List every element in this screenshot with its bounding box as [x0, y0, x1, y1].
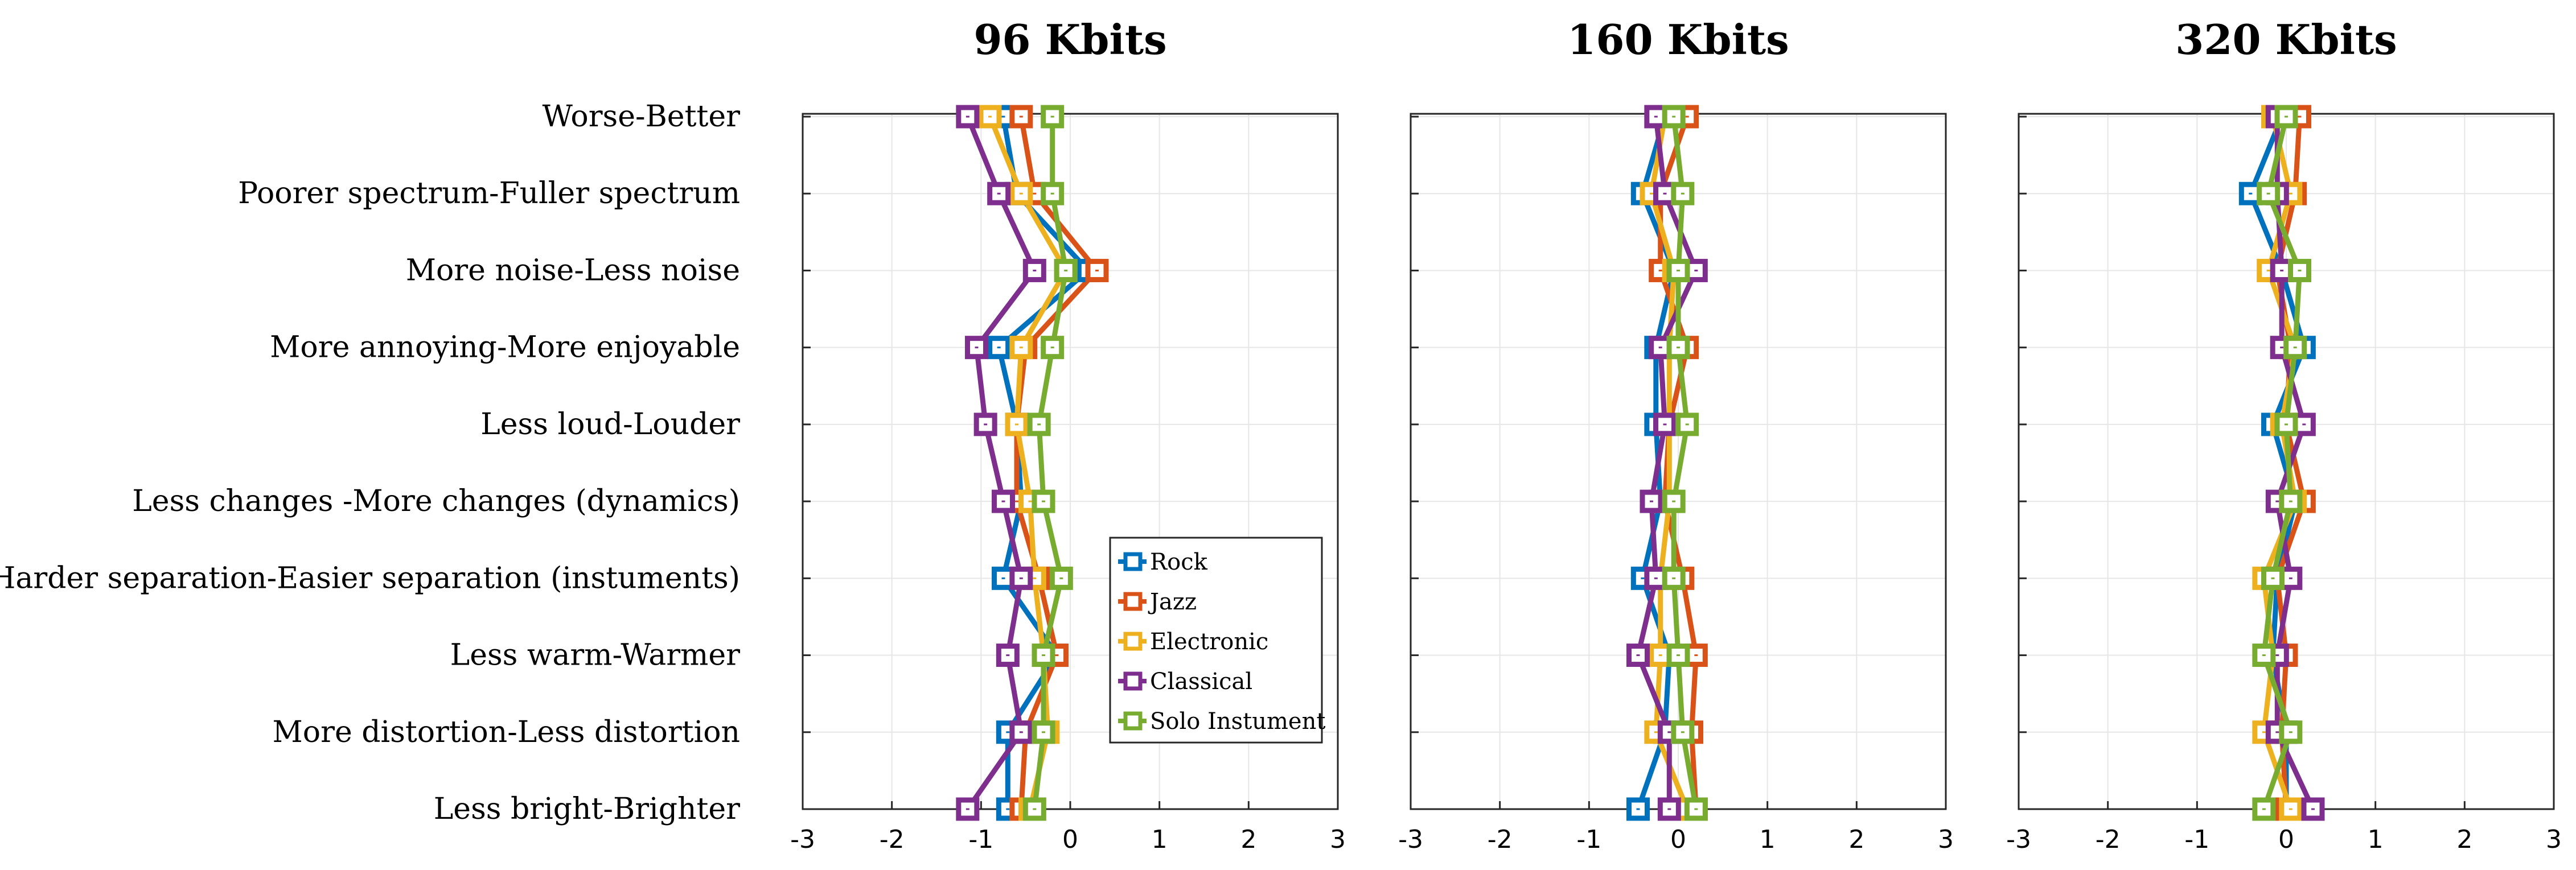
legend-label: Jazz — [1148, 589, 1197, 615]
marker-classical — [1653, 413, 1677, 436]
x-tick-label: 3 — [2546, 825, 2562, 854]
x-tick-label: 2 — [2456, 825, 2472, 854]
y-tick-label-poorer-spectrum-fuller-spectrum: Poorer spectrum-Fuller spectrum — [238, 176, 740, 211]
legend-item-classical: Classical — [1118, 669, 1252, 695]
marker-solo-instument — [1684, 797, 1708, 821]
legend-marker — [1123, 711, 1143, 731]
x-tick-label: -2 — [1488, 825, 1513, 854]
series-line-solo-instument — [1671, 116, 1699, 810]
x-tick-label: -3 — [1398, 825, 1423, 854]
marker-solo-instument — [2252, 797, 2276, 821]
x-tick-label: 1 — [1760, 825, 1776, 854]
x-tick-label: 1 — [2368, 825, 2384, 854]
marker-classical — [1009, 566, 1033, 590]
marker-classical — [1009, 720, 1033, 744]
legend-item-jazz: Jazz — [1118, 589, 1197, 615]
x-tick-label: -1 — [968, 825, 993, 854]
x-tick-label: -3 — [2006, 825, 2031, 854]
series-line-solo-instument — [1032, 117, 1069, 810]
y-tick-label-more-distortion-less-distortion: More distortion-Less distortion — [273, 715, 740, 749]
legend-marker — [1123, 671, 1143, 691]
y-tick-label-worse-better: Worse-Better — [542, 100, 740, 134]
legend-label: Classical — [1150, 669, 1252, 695]
x-tick-label: 1 — [1152, 825, 1168, 854]
x-tick-label: -1 — [1576, 825, 1601, 854]
y-tick-label-less-loud-louder: Less loud-Louder — [480, 407, 740, 442]
y-tick-label-less-warm-warmer: Less warm-Warmer — [450, 638, 740, 673]
attribute-labels: Worse-Better Poorer spectrum-Fuller spect… — [0, 100, 740, 826]
legend-marker — [1123, 592, 1143, 611]
legend-label: Electronic — [1150, 629, 1268, 655]
x-tick-label: 0 — [1670, 825, 1686, 854]
legend-label: Rock — [1150, 549, 1208, 575]
series-line-solo-instument — [2261, 116, 2302, 810]
marker-solo-instument — [2252, 644, 2276, 667]
marker-classical — [992, 489, 1015, 513]
marker-solo-instument — [1054, 258, 1078, 282]
legend-marker — [1123, 632, 1143, 651]
legend: Rock Jazz Electronic Classical Solo Instumen… — [1109, 537, 1325, 744]
y-tick-label-more-annoying-more-enjoyable: More annoying-More enjoyable — [270, 331, 740, 365]
panel-320-kbits: 320 Kbits -3 -2 -1 0 1 2 3 — [2006, 15, 2562, 854]
marker-classical — [1640, 489, 1663, 513]
y-tick-label-harder-separation-easier-separation-instuments: Harder separation-Easier separation (ins… — [0, 561, 740, 595]
legend-item-electronic: Electronic — [1118, 629, 1268, 655]
axes-box — [802, 113, 1339, 810]
x-tick-label: -3 — [790, 825, 815, 854]
x-tick-label: 3 — [1330, 825, 1346, 854]
x-tick-label: -2 — [880, 825, 905, 854]
panel-title: 160 Kbits — [1567, 15, 1789, 64]
x-tick-label: 2 — [1240, 825, 1256, 854]
y-tick-label-less-changes-more-changes-dynamics: Less changes -More changes (dynamics) — [132, 484, 740, 518]
series-line-electronic — [1649, 116, 1690, 810]
marker-solo-instument — [2279, 720, 2303, 744]
marker-electronic — [978, 105, 1002, 129]
marker-electronic — [1009, 182, 1033, 205]
legend-item-rock: Rock — [1118, 549, 1208, 575]
panel-title: 320 Kbits — [2175, 15, 2397, 64]
legend-item-solo-instument: Solo Instument — [1118, 708, 1325, 735]
marker-classical — [956, 105, 980, 129]
marker-classical — [1657, 797, 1681, 821]
marker-solo-instument — [1666, 258, 1690, 282]
legend-label: Solo Instument — [1150, 708, 1325, 735]
marker-classical — [965, 336, 988, 360]
x-tick-label: 0 — [2278, 825, 2294, 854]
panel-title: 96 Kbits — [973, 15, 1166, 64]
y-tick-label-more-noise-less-noise: More noise-Less noise — [406, 253, 740, 287]
y-tick-label-less-bright-brighter: Less bright-Brighter — [434, 792, 740, 826]
marker-solo-instument — [1662, 105, 1686, 129]
x-tick-label: -1 — [2184, 825, 2209, 854]
marker-solo-instument — [1022, 797, 1046, 821]
marker-classical — [2270, 258, 2294, 282]
marker-classical — [1626, 644, 1650, 667]
legend-marker — [1123, 552, 1143, 571]
marker-solo-instument — [1032, 489, 1055, 513]
x-tick-label: 2 — [1848, 825, 1864, 854]
x-tick-label: 0 — [1062, 825, 1078, 854]
x-tick-label: 3 — [1938, 825, 1954, 854]
panel-160-kbits: 160 Kbits -3 -2 -1 0 1 2 3 — [1398, 15, 1954, 854]
x-tick-label: -2 — [2096, 825, 2121, 854]
marker-classical — [2279, 566, 2303, 590]
marker-rock — [987, 336, 1011, 360]
series-line-classical — [965, 116, 1037, 811]
